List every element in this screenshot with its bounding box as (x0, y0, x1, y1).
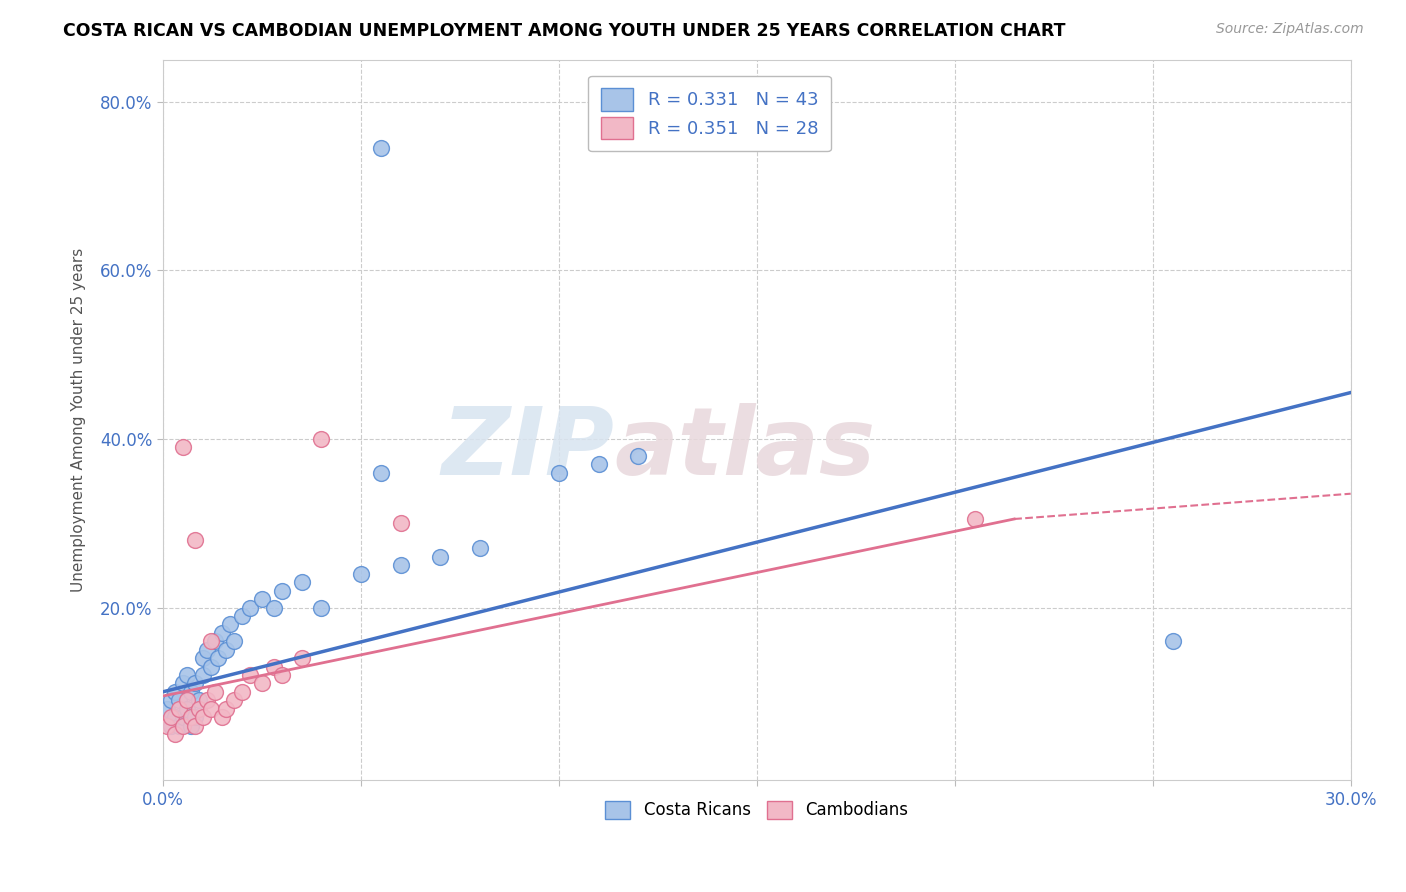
Y-axis label: Unemployment Among Youth under 25 years: Unemployment Among Youth under 25 years (72, 248, 86, 592)
Point (183, 718, 205, 732)
Point (468, 541, 491, 556)
Point (250, 592, 273, 607)
Point (231, 685, 253, 699)
Point (389, 558, 412, 573)
Point (200, 659, 222, 673)
Point (160, 718, 183, 732)
Point (370, 466, 392, 480)
Point (195, 642, 218, 657)
Text: ZIP: ZIP (441, 403, 614, 495)
Point (1161, 634, 1184, 648)
Point (263, 659, 285, 673)
Point (215, 642, 238, 657)
Point (215, 701, 238, 715)
Point (176, 701, 198, 715)
Point (180, 685, 202, 699)
Point (270, 668, 292, 682)
Point (172, 676, 194, 690)
Point (163, 685, 186, 699)
Point (239, 600, 262, 615)
Point (291, 651, 314, 665)
Point (588, 457, 610, 471)
Point (156, 701, 179, 715)
Point (160, 710, 183, 724)
Point (176, 668, 198, 682)
Point (224, 693, 246, 707)
Point (195, 693, 218, 707)
Point (224, 634, 246, 648)
Point (156, 718, 179, 732)
Point (163, 727, 186, 741)
Point (200, 634, 222, 648)
Point (429, 549, 451, 564)
Point (191, 651, 214, 665)
Point (191, 710, 214, 724)
Point (180, 710, 202, 724)
Point (548, 466, 571, 480)
Point (311, 600, 333, 615)
Point (350, 566, 373, 581)
Point (163, 710, 186, 724)
Point (250, 676, 273, 690)
Point (231, 609, 253, 624)
Point (207, 651, 229, 665)
Point (291, 575, 314, 590)
Point (204, 634, 226, 648)
Point (172, 441, 194, 455)
Point (389, 516, 412, 531)
Point (172, 710, 194, 724)
Point (627, 449, 650, 463)
Text: atlas: atlas (614, 403, 876, 495)
Point (270, 583, 292, 598)
Point (211, 625, 233, 640)
Point (172, 718, 194, 732)
Point (187, 701, 209, 715)
Point (191, 668, 214, 682)
Point (200, 701, 222, 715)
Point (167, 693, 190, 707)
Legend: Costa Ricans, Cambodians: Costa Ricans, Cambodians (599, 794, 915, 826)
Point (311, 432, 333, 446)
Point (211, 710, 233, 724)
Point (187, 693, 209, 707)
Point (183, 676, 205, 690)
Point (219, 617, 242, 632)
Point (963, 512, 986, 526)
Point (183, 710, 205, 724)
Point (263, 600, 285, 615)
Text: COSTA RICAN VS CAMBODIAN UNEMPLOYMENT AMONG YOUTH UNDER 25 YEARS CORRELATION CHA: COSTA RICAN VS CAMBODIAN UNEMPLOYMENT AM… (63, 22, 1066, 40)
Point (370, 141, 392, 155)
Point (167, 701, 190, 715)
Point (204, 685, 226, 699)
Point (239, 668, 262, 682)
Point (180, 718, 202, 732)
Point (183, 533, 205, 547)
Point (167, 718, 190, 732)
Text: Source: ZipAtlas.com: Source: ZipAtlas.com (1216, 22, 1364, 37)
Point (160, 693, 183, 707)
Point (176, 693, 198, 707)
